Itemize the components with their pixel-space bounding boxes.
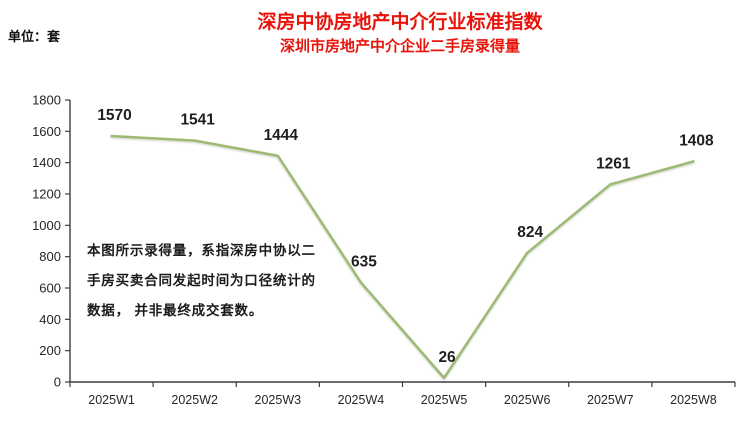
annotation-line: 手房买卖合同发起时间为口径统计的 <box>87 273 316 288</box>
y-axis-tick-label: 1200 <box>32 187 61 202</box>
data-point-label: 1444 <box>264 127 299 144</box>
data-point-label: 824 <box>517 224 543 241</box>
y-axis-tick-label: 800 <box>39 249 61 264</box>
data-point-label: 1261 <box>596 155 631 172</box>
annotation-line: 数据， 并非最终成交套数。 <box>87 303 264 318</box>
x-axis-tick-label: 2025W3 <box>255 393 302 407</box>
y-axis-tick-label: 1400 <box>32 155 61 170</box>
data-point-label: 1570 <box>97 107 131 124</box>
y-axis-tick-label: 400 <box>39 312 61 327</box>
annotation-line: 本图所示录得量，系指深房中协以二 <box>87 243 316 258</box>
x-axis-tick-label: 2025W7 <box>587 393 634 407</box>
data-point-label: 635 <box>351 254 377 271</box>
chart-header: 深房中协房地产中介行业标准指数 深圳市房地产中介企业二手房录得量 <box>60 12 740 56</box>
data-line <box>110 134 695 380</box>
x-axis-tick-label: 2025W4 <box>338 393 385 407</box>
x-axis-tick-label: 2025W2 <box>171 393 218 407</box>
y-axis-tick-label: 1600 <box>32 124 61 139</box>
data-point-label: 1408 <box>679 132 714 149</box>
unit-label: 单位：套 <box>8 29 61 44</box>
data-point-label: 26 <box>438 349 456 366</box>
chart-title: 深房中协房地产中介行业标准指数 <box>257 12 543 33</box>
chart-subtitle: 深圳市房地产中介企业二手房录得量 <box>279 38 520 55</box>
data-point-label: 1541 <box>180 112 215 129</box>
y-axis-tick-label: 0 <box>54 375 61 390</box>
y-axis-tick-label: 1800 <box>32 93 61 108</box>
x-axis-tick-label: 2025W5 <box>421 393 468 407</box>
x-axis-tick-label: 2025W6 <box>504 393 551 407</box>
y-axis-tick-label: 200 <box>39 343 61 358</box>
y-axis-tick-label: 600 <box>39 281 61 296</box>
x-axis-tick-label: 2025W8 <box>670 393 717 407</box>
y-axis-tick-label: 1000 <box>32 218 61 233</box>
x-axis-tick-label: 2025W1 <box>88 393 135 407</box>
chart-annotation: 本图所示录得量，系指深房中协以二 手房买卖合同发起时间为口径统计的 数据， 并非… <box>87 236 327 326</box>
